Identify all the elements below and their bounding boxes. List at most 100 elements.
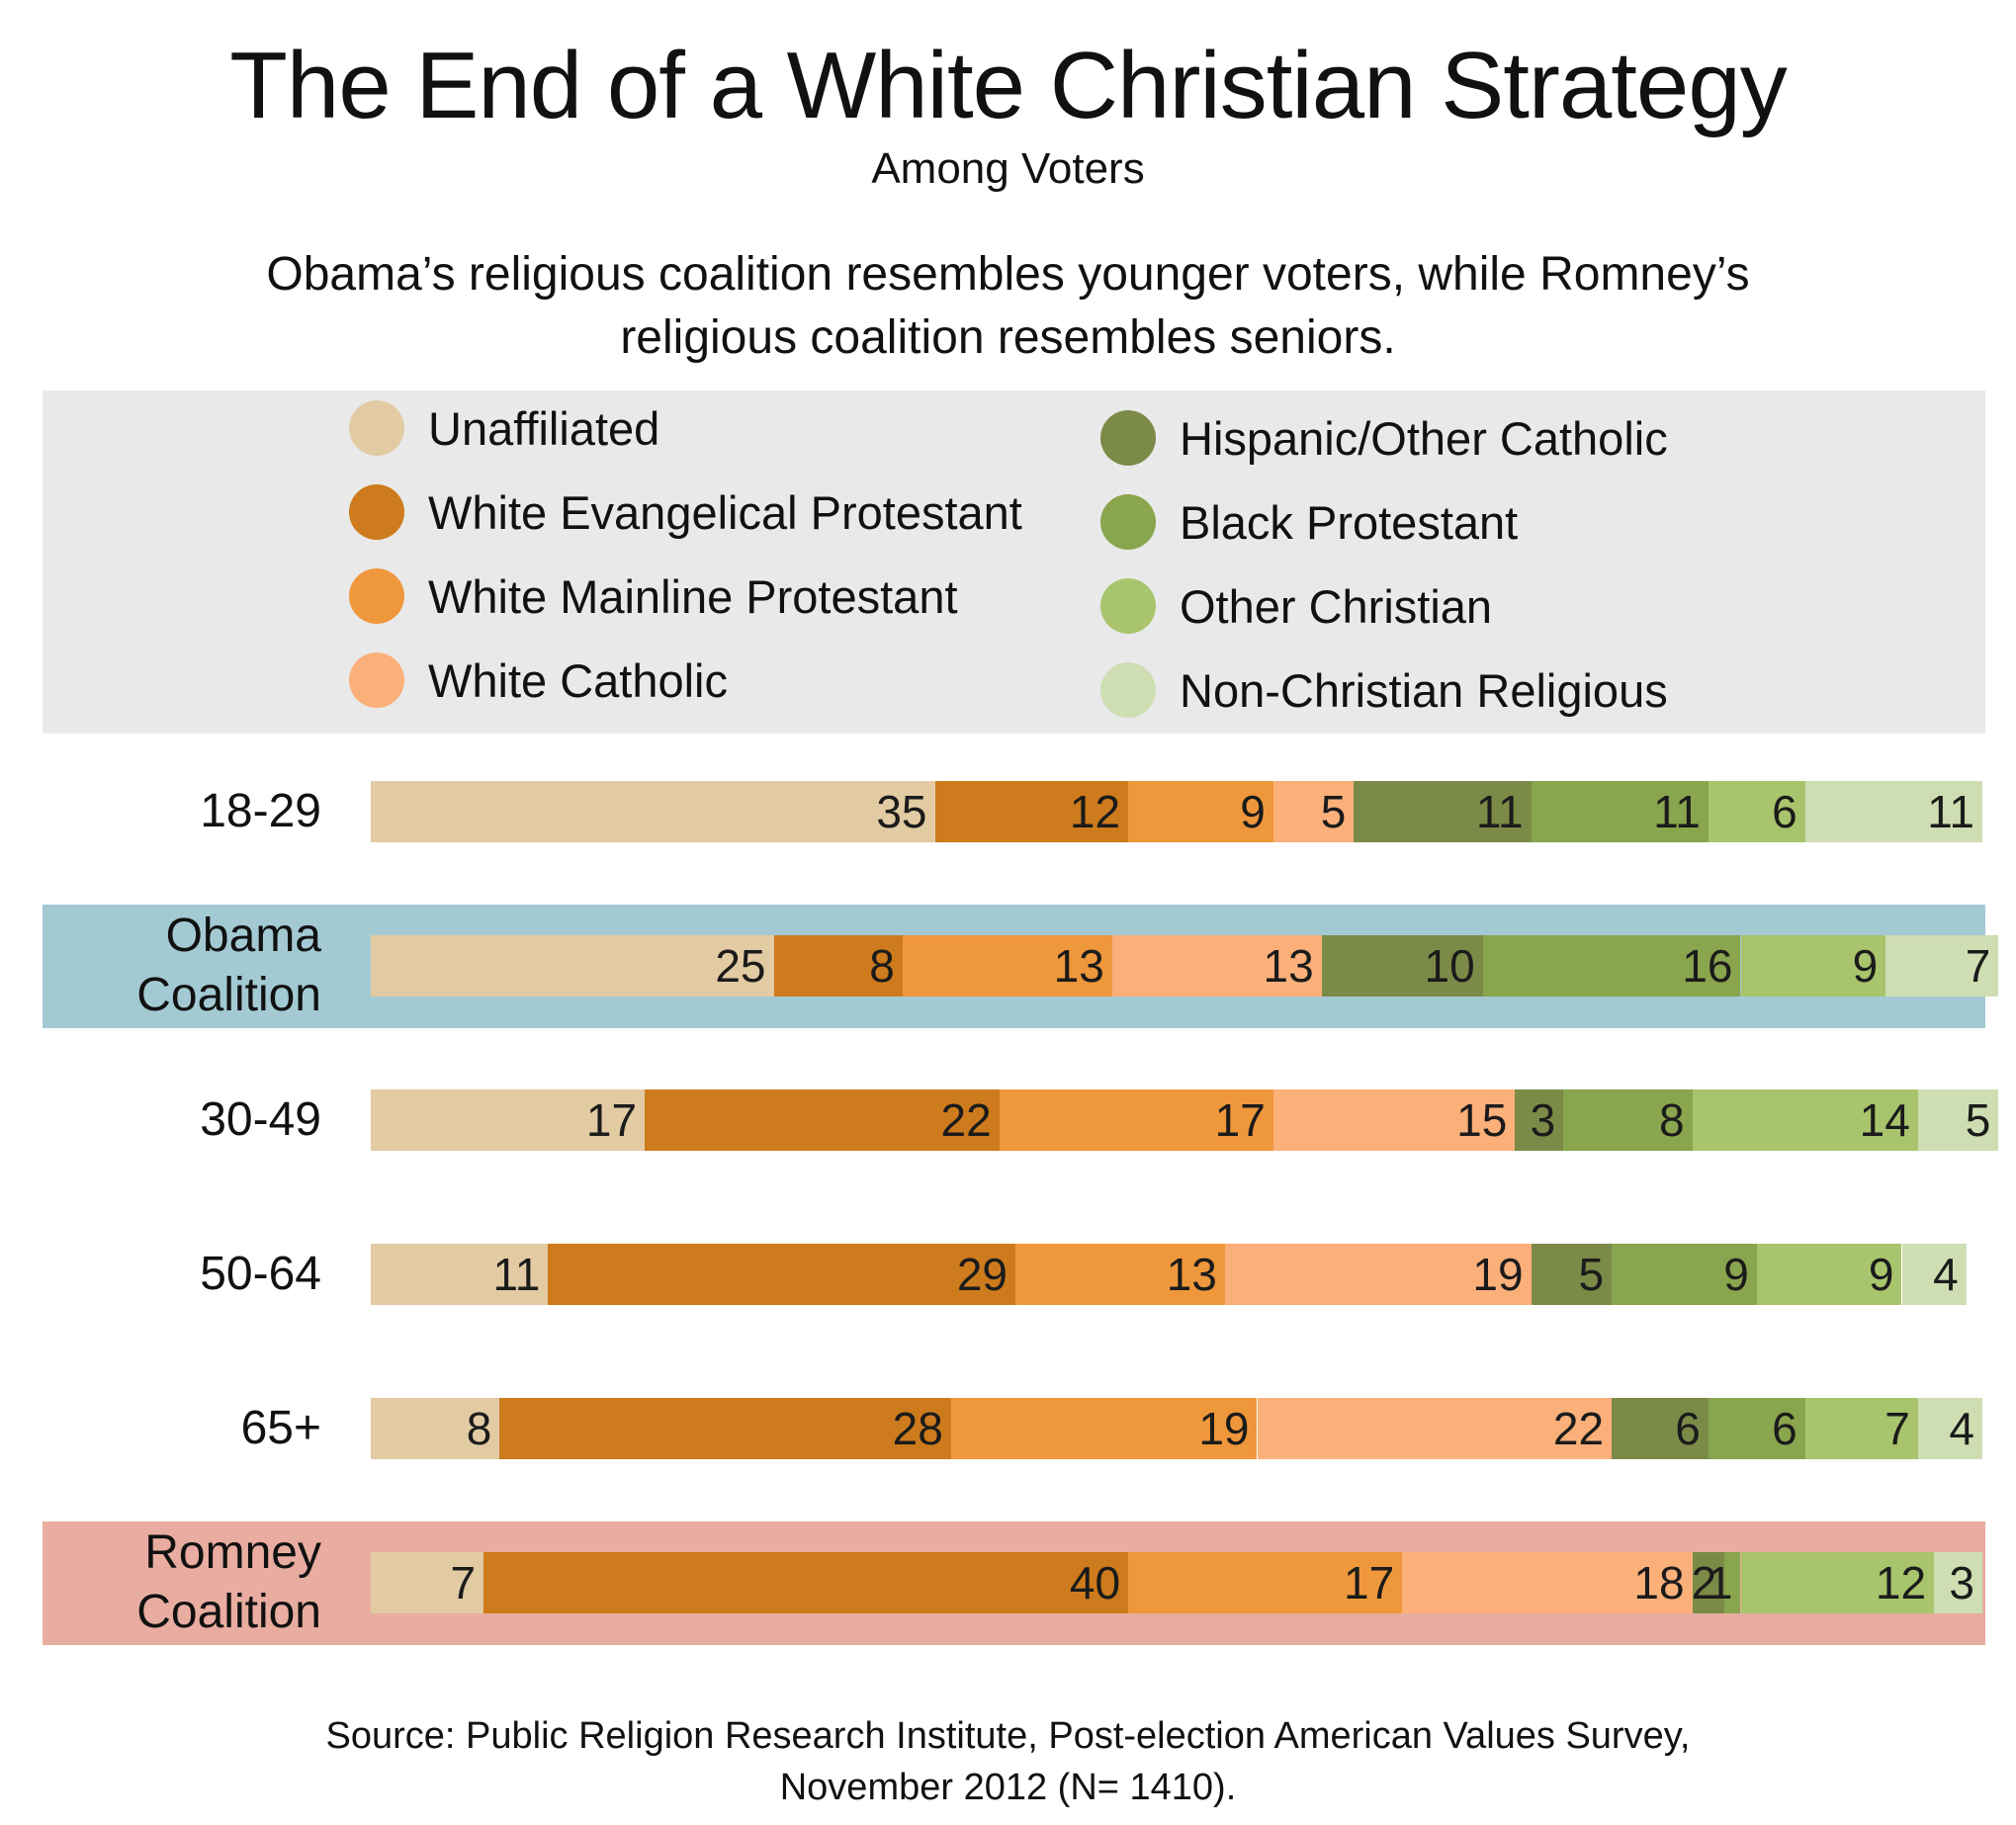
- legend-item: White Catholic: [349, 652, 728, 708]
- row-label: Romney Coalition: [136, 1526, 321, 1638]
- legend-label: White Mainline Protestant: [428, 569, 958, 623]
- bar-value-label: 25: [715, 940, 766, 992]
- bar-segment: [371, 1552, 484, 1613]
- bar-segment: [934, 781, 1129, 842]
- legend: Unaffiliated White Evangelical Protestant…: [43, 391, 1985, 734]
- legend-item: White Mainline Protestant: [349, 568, 958, 624]
- bar-segment: [1531, 1244, 1613, 1305]
- bar-value-label: 1: [1707, 1557, 1733, 1608]
- bar-value-label: 17: [585, 1094, 638, 1146]
- bar-segment: [999, 1089, 1273, 1151]
- chart-description: Obama’s religious coalition resembles yo…: [0, 243, 2016, 370]
- bar-value-label: 17: [1344, 1557, 1395, 1608]
- bar-value-label: 7: [1965, 940, 1991, 992]
- bar-segment: [1934, 1552, 1982, 1613]
- bar-segment: [548, 1244, 1015, 1305]
- bar-value-label: 13: [1166, 1249, 1217, 1300]
- bar-value-label: 6: [1675, 1403, 1701, 1454]
- bar-segment: [1708, 1398, 1805, 1459]
- bar-value-label: 7: [450, 1557, 477, 1608]
- bar-segment: [1612, 1398, 1709, 1459]
- bar-value-label: 11: [1927, 786, 1974, 837]
- bar-value-label: 8: [466, 1403, 492, 1454]
- bar-value-label: 16: [1682, 940, 1733, 992]
- bar-segment: [1402, 1552, 1693, 1613]
- bar-segment: [371, 1244, 549, 1305]
- bar-segment: [645, 1089, 1000, 1151]
- bar-segment: [1917, 1089, 1999, 1151]
- bar-value-label: 9: [1240, 786, 1266, 837]
- source-note: Source: Public Religion Research Institu…: [0, 1710, 2016, 1813]
- bar-value-label: 35: [876, 786, 927, 837]
- bar-value-label: 3: [1530, 1094, 1556, 1146]
- bar-segment: [773, 935, 903, 997]
- bar-value-label: 11: [1653, 786, 1701, 837]
- bar-value-label: 28: [892, 1403, 943, 1454]
- legend-item: White Evangelical Protestant: [349, 484, 1022, 540]
- bar-value-label: 17: [1214, 1094, 1266, 1146]
- bar-segment: [1917, 1398, 1982, 1459]
- bar-segment: [1692, 1089, 1918, 1151]
- bar-segment: [1804, 1398, 1918, 1459]
- bar-value-label: 14: [1859, 1094, 1910, 1146]
- legend-item: Black Protestant: [1100, 494, 1518, 550]
- bar-segment: [1612, 1244, 1757, 1305]
- bar-segment: [1740, 1552, 1935, 1613]
- bar-value-label: 7: [1885, 1403, 1910, 1454]
- legend-swatch: [349, 652, 404, 708]
- legend-label: White Evangelical Protestant: [428, 485, 1022, 539]
- legend-swatch: [349, 568, 404, 624]
- bar-value-label: 13: [1053, 940, 1104, 992]
- bar-segment: [1885, 935, 1999, 997]
- bar-segment: [1111, 935, 1322, 997]
- legend-label: Black Protestant: [1180, 495, 1519, 549]
- bar-value-label: 5: [1320, 786, 1347, 837]
- bar-segment: [1224, 1244, 1532, 1305]
- bar-segment: [1272, 1089, 1516, 1151]
- bar-segment: [1692, 1552, 1725, 1613]
- row-label: 18-29: [200, 785, 321, 837]
- bar-segment: [1015, 1244, 1225, 1305]
- source-line-2: November 2012 (N= 1410).: [779, 1767, 1237, 1808]
- bar-value-label: 5: [1578, 1249, 1605, 1300]
- bar-value-label: 4: [1933, 1249, 1959, 1300]
- bar-segment: [1563, 1089, 1693, 1151]
- bar-value-label: 22: [940, 1094, 992, 1146]
- bar-value-label: 11: [492, 1249, 541, 1300]
- legend-label: Hispanic/Other Catholic: [1180, 411, 1668, 465]
- bar-segment: [1901, 1244, 1967, 1305]
- source-line-1: Source: Public Religion Research Institu…: [325, 1715, 1691, 1757]
- bar-value-label: 40: [1069, 1557, 1121, 1608]
- bar-segment: [499, 1398, 951, 1459]
- legend-swatch: [1100, 578, 1156, 634]
- bar-value-label: 29: [956, 1249, 1008, 1300]
- row-label: 30-49: [200, 1093, 321, 1146]
- bar-segment: [1740, 935, 1886, 997]
- bar-segment: [371, 1089, 646, 1151]
- legend-item: Hispanic/Other Catholic: [1100, 410, 1668, 466]
- bar-value-label: 10: [1424, 940, 1475, 992]
- legend-swatch: [1100, 662, 1156, 718]
- bar-value-label: 9: [1852, 940, 1879, 992]
- bar-value-label: 9: [1868, 1249, 1894, 1300]
- bar-segment: [371, 1398, 500, 1459]
- bar-segment: [1756, 1244, 1902, 1305]
- bar-value-label: 22: [1552, 1403, 1605, 1454]
- bar-value-label: 2: [1691, 1557, 1717, 1608]
- bar-value-label: 4: [1949, 1403, 1974, 1454]
- legend-swatch: [349, 484, 404, 540]
- bar-value-label: 5: [1965, 1094, 1991, 1146]
- legend-item: Unaffiliated: [349, 400, 659, 456]
- bar-segment: [1128, 1552, 1403, 1613]
- legend-swatch: [349, 400, 404, 456]
- bar-segment: [1804, 781, 1982, 842]
- bar-value-label: 6: [1772, 786, 1797, 837]
- bar-value-label: 6: [1772, 1403, 1797, 1454]
- bar-segment: [1708, 781, 1805, 842]
- bar-segment: [1321, 935, 1483, 997]
- bar-value-label: 3: [1949, 1557, 1974, 1608]
- bar-segment: [902, 935, 1112, 997]
- bar-segment: [1272, 781, 1355, 842]
- chart-description-text: Obama’s religious coalition resembles yo…: [266, 248, 1750, 364]
